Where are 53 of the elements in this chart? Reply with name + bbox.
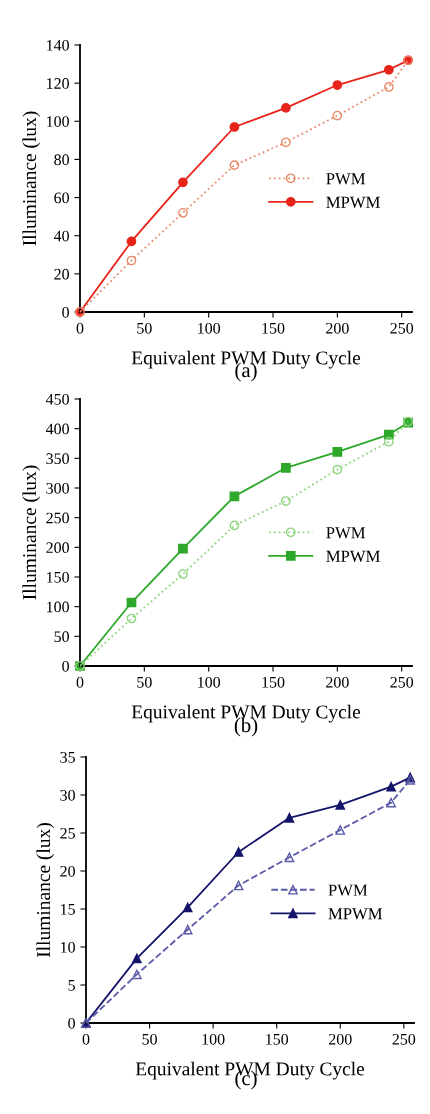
- x-tick-label: 150: [266, 1033, 289, 1045]
- y-tick-label: 100: [47, 116, 69, 127]
- x-tick-label: 150: [262, 676, 285, 688]
- y-tick-label: 200: [46, 542, 69, 554]
- y-tick-label: 100: [47, 601, 69, 613]
- legend-label: PWM: [326, 527, 366, 539]
- legend-label: PWM: [328, 884, 368, 896]
- x-tick-label: 250: [390, 322, 414, 334]
- y-tick-label: 60: [54, 192, 69, 204]
- x-tick-label: 0: [76, 322, 84, 334]
- y-tick-label: 400: [45, 423, 69, 435]
- x-tick-label: 0: [76, 676, 84, 688]
- y-tick-label: 450: [45, 393, 69, 405]
- x-tick-label: 50: [137, 676, 152, 688]
- legend-label: PWM: [326, 173, 366, 185]
- y-tick-label: 0: [62, 306, 69, 318]
- y-tick-label: 10: [61, 941, 75, 953]
- x-tick-label: 150: [262, 322, 285, 334]
- y-tick-label: 80: [54, 154, 69, 166]
- x-tick-label: 100: [202, 1033, 225, 1045]
- x-tick-label: 200: [326, 676, 349, 688]
- x-tick-label: 50: [142, 1033, 157, 1045]
- y-tick-label: 140: [47, 39, 69, 51]
- x-tick-label: 250: [392, 1033, 416, 1045]
- y-tick-label: 50: [54, 631, 69, 643]
- y-axis-title: Illuminance (lux): [22, 465, 41, 600]
- y-tick-label: 5: [68, 980, 75, 991]
- y-tick-label: 40: [53, 230, 69, 242]
- y-tick-label: 35: [60, 751, 75, 763]
- y-tick-label: 0: [62, 660, 69, 672]
- y-tick-label: 25: [60, 827, 75, 839]
- x-tick-label: 250: [390, 676, 414, 688]
- y-tick-label: 20: [60, 865, 75, 877]
- legend-label: MPWM: [326, 550, 380, 562]
- y-tick-label: 120: [47, 78, 69, 89]
- x-tick-label: 50: [137, 322, 152, 334]
- y-tick-label: 350: [46, 453, 69, 465]
- y-tick-label: 20: [54, 268, 69, 280]
- legend-label: MPWM: [326, 196, 380, 208]
- x-tick-label: 100: [198, 322, 221, 334]
- x-tick-label: 200: [326, 322, 349, 334]
- y-tick-label: 150: [47, 571, 69, 583]
- y-axis-title: Illuminance (lux): [36, 823, 55, 958]
- y-tick-label: 0: [68, 1017, 75, 1029]
- y-tick-label: 250: [46, 512, 69, 524]
- legend-label: MPWM: [328, 908, 383, 920]
- x-tick-label: 200: [328, 1033, 352, 1045]
- x-tick-label: 100: [198, 676, 221, 688]
- y-axis-title: Illuminance (lux): [22, 111, 41, 246]
- x-tick-label: 0: [82, 1033, 90, 1045]
- y-tick-label: 30: [60, 789, 75, 801]
- y-tick-label: 300: [46, 482, 69, 494]
- y-tick-label: 15: [61, 904, 75, 915]
